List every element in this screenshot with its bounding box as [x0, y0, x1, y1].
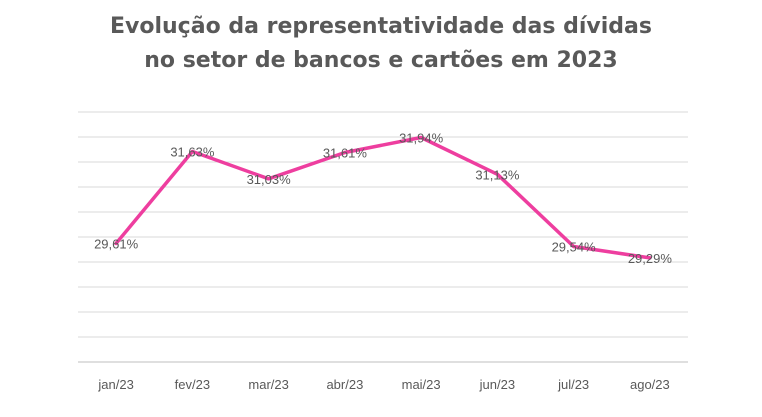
x-axis-tick-labels: jan/23 fev/23 mar/23 abr/23 mai/23 jun/23 jul/… [97, 377, 669, 392]
data-point [419, 135, 423, 140]
series-line [114, 135, 652, 260]
gridlines [78, 111, 688, 363]
data-label: 31,03% [247, 172, 292, 187]
chart-title-line-2: no setor de bancos e cartões em 2023 [144, 48, 618, 73]
data-label: 31,63% [170, 145, 215, 160]
data-label: 29,54% [552, 240, 597, 255]
data-label: 31,61% [323, 145, 368, 160]
x-tick-label: abr/23 [326, 377, 363, 392]
data-point [114, 241, 118, 245]
x-tick-label: jan/23 [97, 377, 133, 392]
data-label: 31,94% [399, 130, 444, 145]
data-point [190, 149, 194, 154]
data-point [267, 177, 271, 181]
data-label: 31,13% [475, 167, 520, 182]
x-tick-label: mai/23 [402, 377, 441, 392]
data-label: 29,29% [628, 251, 673, 266]
data-point [495, 172, 499, 176]
x-tick-label: jun/23 [479, 377, 515, 392]
data-point [572, 244, 576, 249]
series-group [114, 135, 652, 260]
x-tick-label: ago/23 [630, 377, 670, 392]
data-point [343, 150, 347, 155]
data-point [648, 256, 652, 260]
data-labels: 29,61% 31,63% 31,03% 31,61% 31,94% 31,13% 29,5… [94, 130, 672, 265]
data-label: 29,61% [94, 236, 139, 251]
x-tick-label: mar/23 [248, 377, 288, 392]
x-tick-label: fev/23 [175, 377, 210, 392]
x-tick-label: jul/23 [557, 377, 589, 392]
chart-title: Evolução da representatividade das dívid… [0, 10, 762, 78]
chart-title-line-1: Evolução da representatividade das dívid… [110, 14, 652, 39]
